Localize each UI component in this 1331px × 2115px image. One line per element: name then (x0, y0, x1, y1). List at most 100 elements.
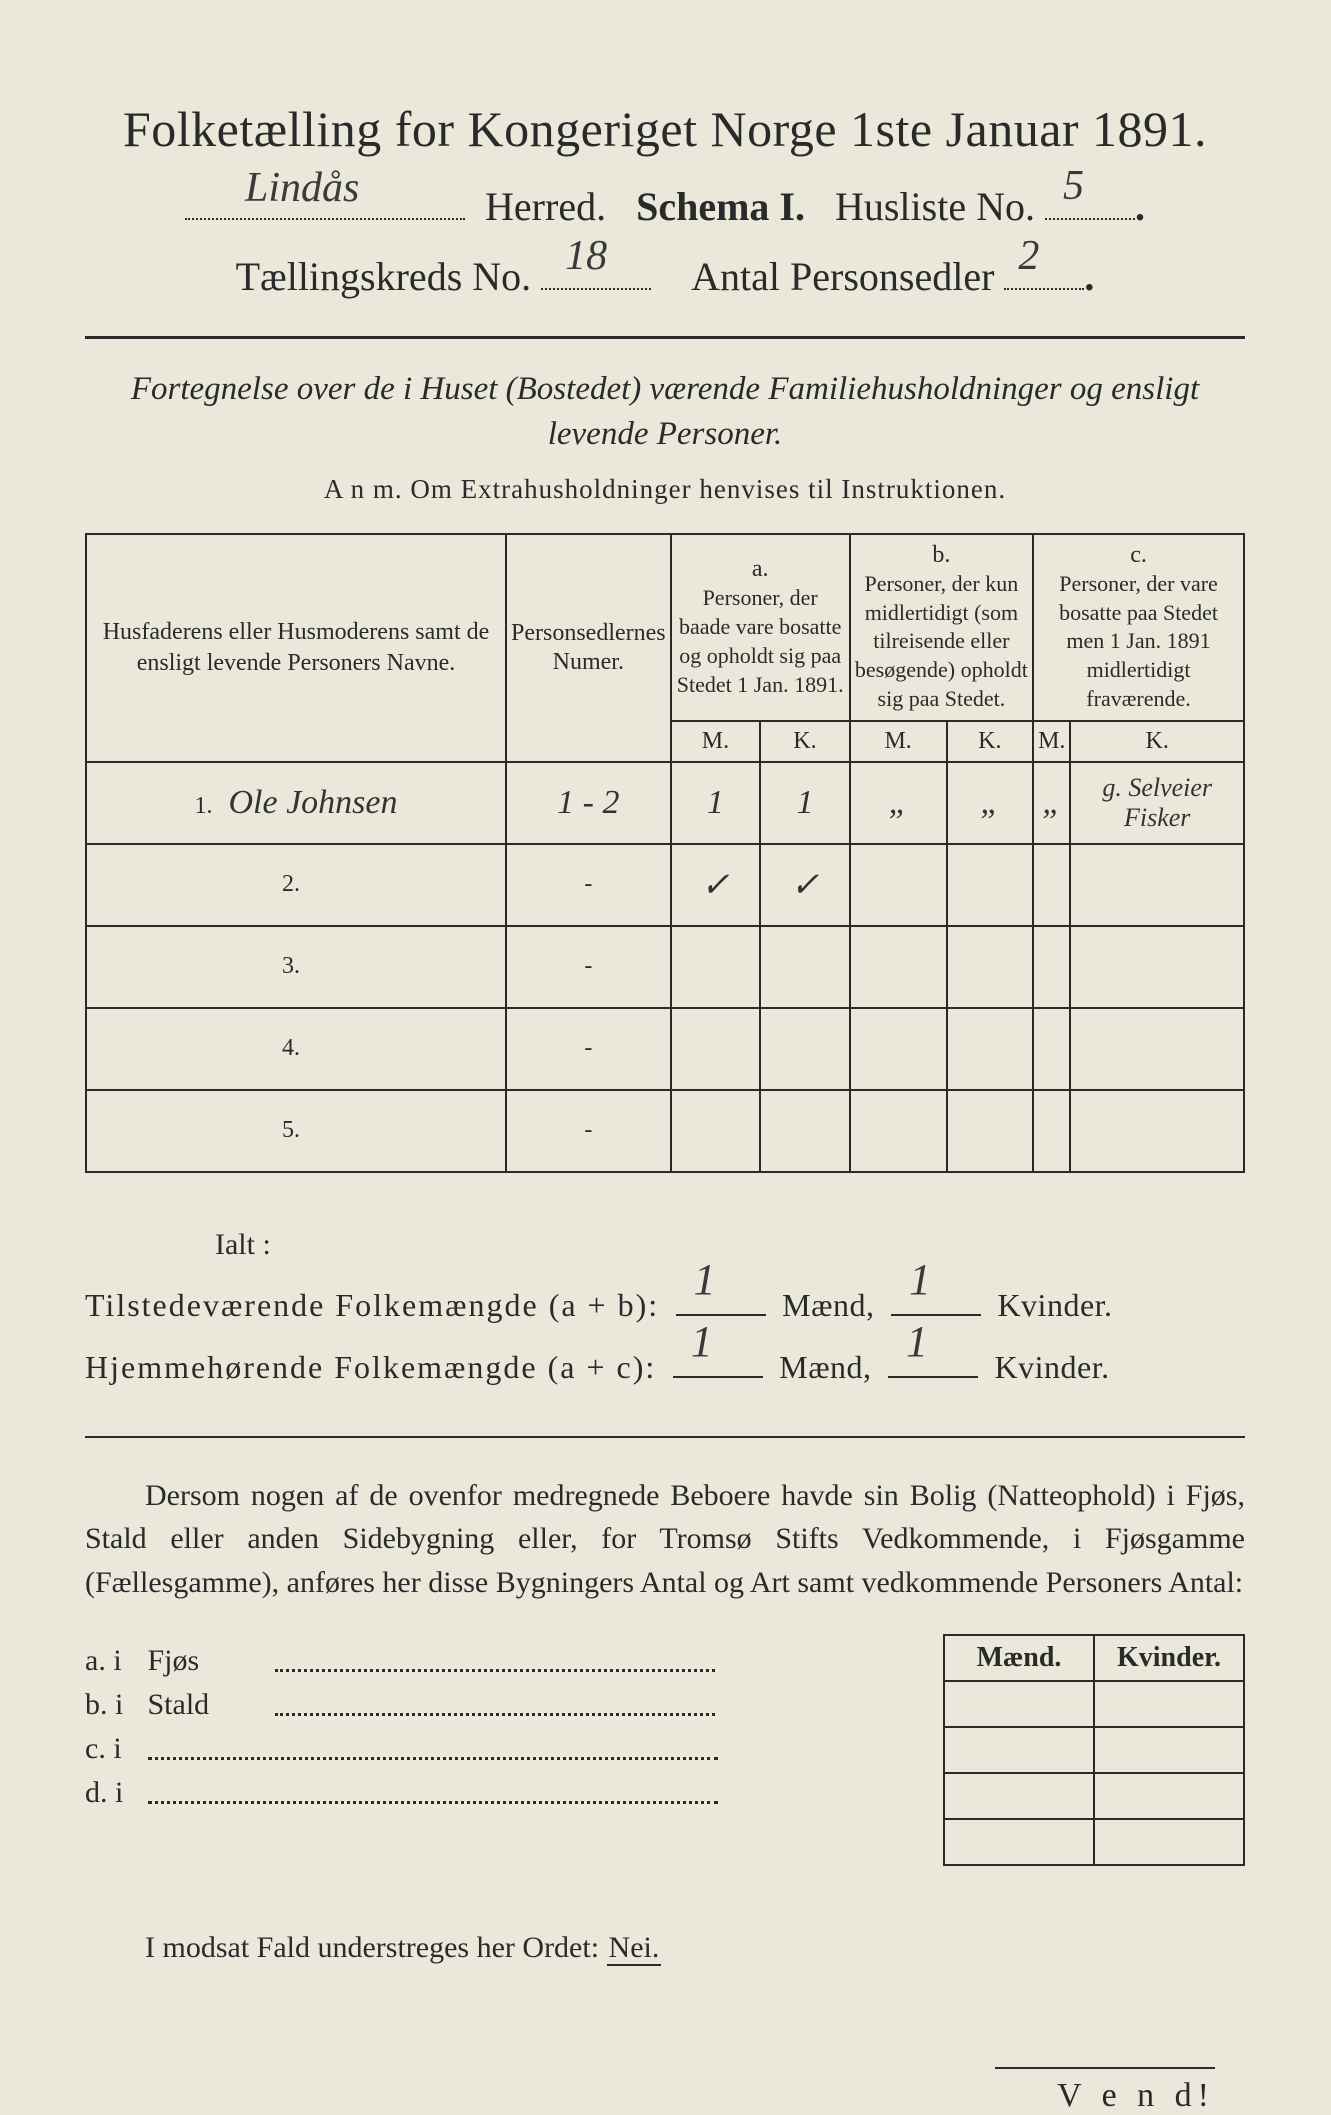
ga-text: Personer, der baade vare bosatte og opho… (677, 585, 844, 696)
herred-field: Lindås (185, 176, 465, 220)
row3-name: 3. (86, 926, 506, 1008)
row1-am: 1 (671, 762, 761, 844)
nei-word: Nei. (607, 1931, 662, 1966)
husliste-label: Husliste No. (835, 184, 1035, 229)
dwell-row-c: c. i (85, 1732, 785, 1766)
c-m-header: M. (1033, 721, 1070, 762)
col2-text: Personsedlernes Numer. (511, 620, 666, 675)
dwell-cell (944, 1681, 1094, 1727)
ac-m-field: 1 (673, 1346, 763, 1378)
row1-ak: 1 (760, 762, 850, 844)
maend-lbl2: Mænd, (779, 1349, 871, 1385)
col-names-header: Husfaderens eller Husmoderens samt de en… (86, 534, 506, 762)
dwell-row-a: a. i Fjøs (85, 1644, 785, 1678)
ab-m-field: 1 (676, 1284, 766, 1316)
antal-field: 2 (1004, 246, 1084, 290)
subtitle-l2: levende Personer. (548, 416, 783, 452)
dwell-cell (944, 1773, 1094, 1819)
census-form-page: Folketælling for Kongeriget Norge 1ste J… (85, 100, 1245, 1965)
b-m-header: M. (850, 721, 947, 762)
taellingskreds-no: 18 (565, 232, 607, 280)
b-k-header: K. (947, 721, 1034, 762)
totals-ac: Hjemmehørende Folkemængde (a + c): 1 Mæn… (85, 1346, 1245, 1386)
col1-text: Husfaderens eller Husmoderens samt de en… (103, 619, 490, 676)
herred-label: Herred. (485, 184, 606, 229)
taellingskreds-field: 18 (541, 246, 651, 290)
dwell-row-b: b. i Stald (85, 1688, 785, 1722)
line-c: Hjemmehørende Folkemængde (a + c): (85, 1349, 656, 1385)
row1-bk: „ (947, 762, 1034, 844)
line-a: Tilstedeværende Folkemængde (a + b): (85, 1287, 659, 1323)
a-k-header: K. (760, 721, 850, 762)
row1-psn: 1 - 2 (506, 762, 671, 844)
dc-dots (148, 1742, 718, 1760)
gb-text: Personer, der kun midlertidigt (som tilr… (855, 571, 1028, 711)
totals-ab: Tilstedeværende Folkemængde (a + b): 1 M… (85, 1284, 1245, 1324)
vend-label: V e n d! (995, 2067, 1215, 2115)
dwell-row-d: d. i (85, 1776, 785, 1810)
dwell-cell (944, 1819, 1094, 1865)
row4-name: 4. (86, 1008, 506, 1090)
antal-no: 2 (1018, 232, 1039, 280)
header-line-2: Lindås Herred. Schema I. Husliste No. 5 … (85, 176, 1245, 230)
ac-k: 1 (906, 1316, 929, 1367)
row3-psn: - (506, 926, 671, 1008)
ac-m: 1 (691, 1316, 714, 1367)
group-c-header: c. Personer, der vare bosatte paa Stedet… (1033, 534, 1244, 721)
row1-bm: „ (850, 762, 947, 844)
row1-num: 1. (194, 793, 212, 819)
gb-letter: b. (932, 542, 950, 568)
table-row: 2. - ✓ ✓ (86, 844, 1244, 926)
dwell-kvinder-header: Kvinder. (1094, 1635, 1244, 1681)
dwelling-list: a. i Fjøs b. i Stald c. i d. i (85, 1634, 785, 1866)
table-row: 5. - (86, 1090, 1244, 1172)
a-m-header: M. (671, 721, 761, 762)
dwell-maend-header: Mænd. (944, 1635, 1094, 1681)
da-label: a. i (85, 1644, 140, 1678)
modsat-line: I modsat Fald understreges her Ordet: Ne… (85, 1931, 1245, 1965)
table-row: 1. Ole Johnsen 1 - 2 1 1 „ „ „ g. Selvei… (86, 762, 1244, 844)
dwell-cell (1094, 1773, 1244, 1819)
antal-label: Antal Personsedler (691, 254, 994, 299)
row1-name: 1. Ole Johnsen (86, 762, 506, 844)
subtitle: Fortegnelse over de i Huset (Bostedet) v… (85, 367, 1245, 456)
husliste-no-field: 5 (1045, 176, 1135, 220)
row1-cm: „ (1033, 762, 1070, 844)
row1-ck: g. Selveier Fisker (1070, 762, 1244, 844)
ab-m: 1 (694, 1254, 717, 1305)
table-row: 4. - (86, 1008, 1244, 1090)
row5-name: 5. (86, 1090, 506, 1172)
col-psn-header: Personsedlernes Numer. (506, 534, 671, 762)
row2-ak: ✓ (760, 844, 850, 926)
rule-2 (85, 1436, 1245, 1438)
ga-letter: a. (752, 556, 769, 582)
dd-label: d. i (85, 1776, 140, 1810)
header-line-3: Tællingskreds No. 18 Antal Personsedler … (85, 246, 1245, 300)
subtitle-l1: Fortegnelse over de i Huset (Bostedet) v… (131, 371, 1199, 407)
gc-text: Personer, der vare bosatte paa Stedet me… (1059, 571, 1218, 711)
db-txt: Stald (148, 1688, 268, 1722)
dwelling-table: Mænd. Kvinder. (943, 1634, 1245, 1866)
da-txt: Fjøs (148, 1644, 268, 1678)
maend-lbl: Mænd, (782, 1287, 874, 1323)
kvinder-lbl2: Kvinder. (995, 1349, 1110, 1385)
row4-psn: - (506, 1008, 671, 1090)
ab-k: 1 (909, 1254, 932, 1305)
row1-name-hw: Ole Johnsen (228, 784, 397, 821)
dwelling-paragraph: Dersom nogen af de ovenfor medregnede Be… (85, 1474, 1245, 1605)
row2-psn: - (506, 844, 671, 926)
ab-k-field: 1 (891, 1284, 981, 1316)
row2-name: 2. (86, 844, 506, 926)
household-table: Husfaderens eller Husmoderens samt de en… (85, 533, 1245, 1173)
da-dots (275, 1654, 715, 1672)
herred-handwritten: Lindås (245, 164, 359, 212)
kvinder-lbl: Kvinder. (997, 1287, 1112, 1323)
rule-1 (85, 336, 1245, 339)
row2-am: ✓ (671, 844, 761, 926)
c-k-header: K. (1070, 721, 1244, 762)
taellingskreds-label: Tællingskreds No. (236, 254, 532, 299)
group-b-header: b. Personer, der kun midlertidigt (som t… (850, 534, 1033, 721)
table-row: 3. - (86, 926, 1244, 1008)
ac-k-field: 1 (888, 1346, 978, 1378)
row2-bm (850, 844, 947, 926)
